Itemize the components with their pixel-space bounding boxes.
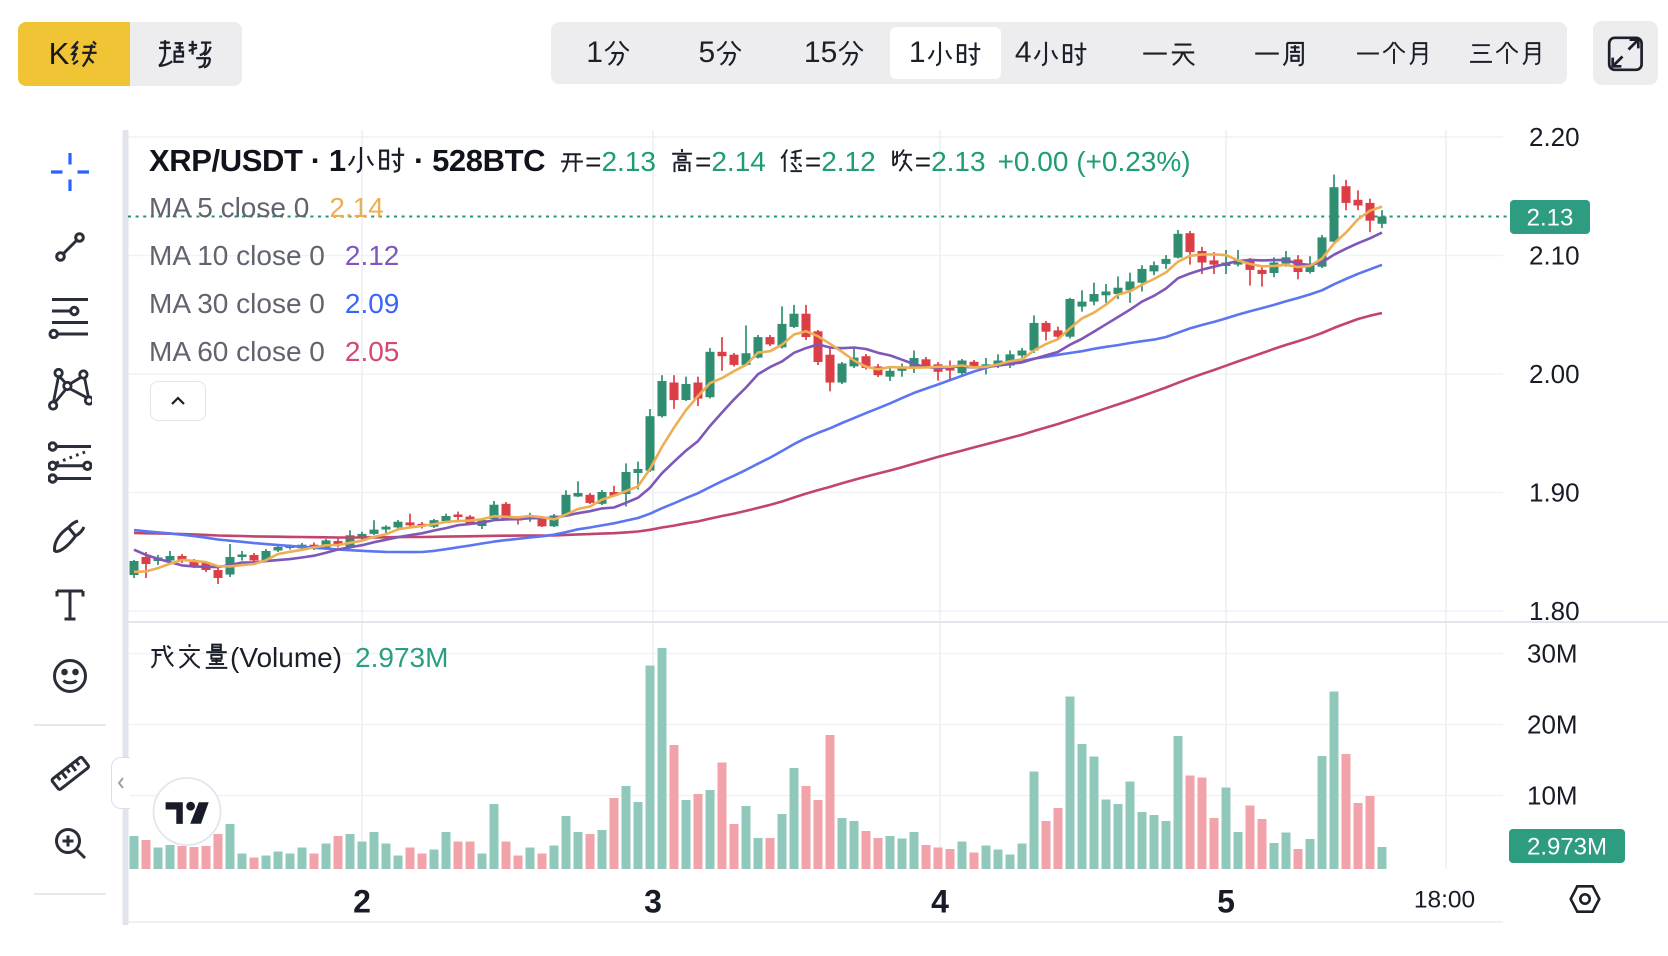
svg-text:2.10: 2.10: [1529, 241, 1580, 271]
svg-text:20M: 20M: [1527, 710, 1578, 740]
svg-text:2.13: 2.13: [1527, 205, 1574, 232]
svg-text:2.20: 2.20: [1529, 122, 1580, 152]
svg-text:2.00: 2.00: [1529, 359, 1580, 389]
svg-text:4: 4: [931, 884, 949, 920]
svg-text:30M: 30M: [1527, 639, 1578, 669]
svg-text:10M: 10M: [1527, 781, 1578, 811]
svg-text:3: 3: [644, 884, 662, 920]
svg-text:18:00: 18:00: [1414, 887, 1475, 914]
svg-text:1.80: 1.80: [1529, 596, 1580, 626]
svg-text:1.90: 1.90: [1529, 478, 1580, 508]
svg-text:2.973M: 2.973M: [1527, 834, 1607, 861]
svg-text:5: 5: [1217, 884, 1235, 920]
svg-text:2: 2: [353, 884, 371, 920]
